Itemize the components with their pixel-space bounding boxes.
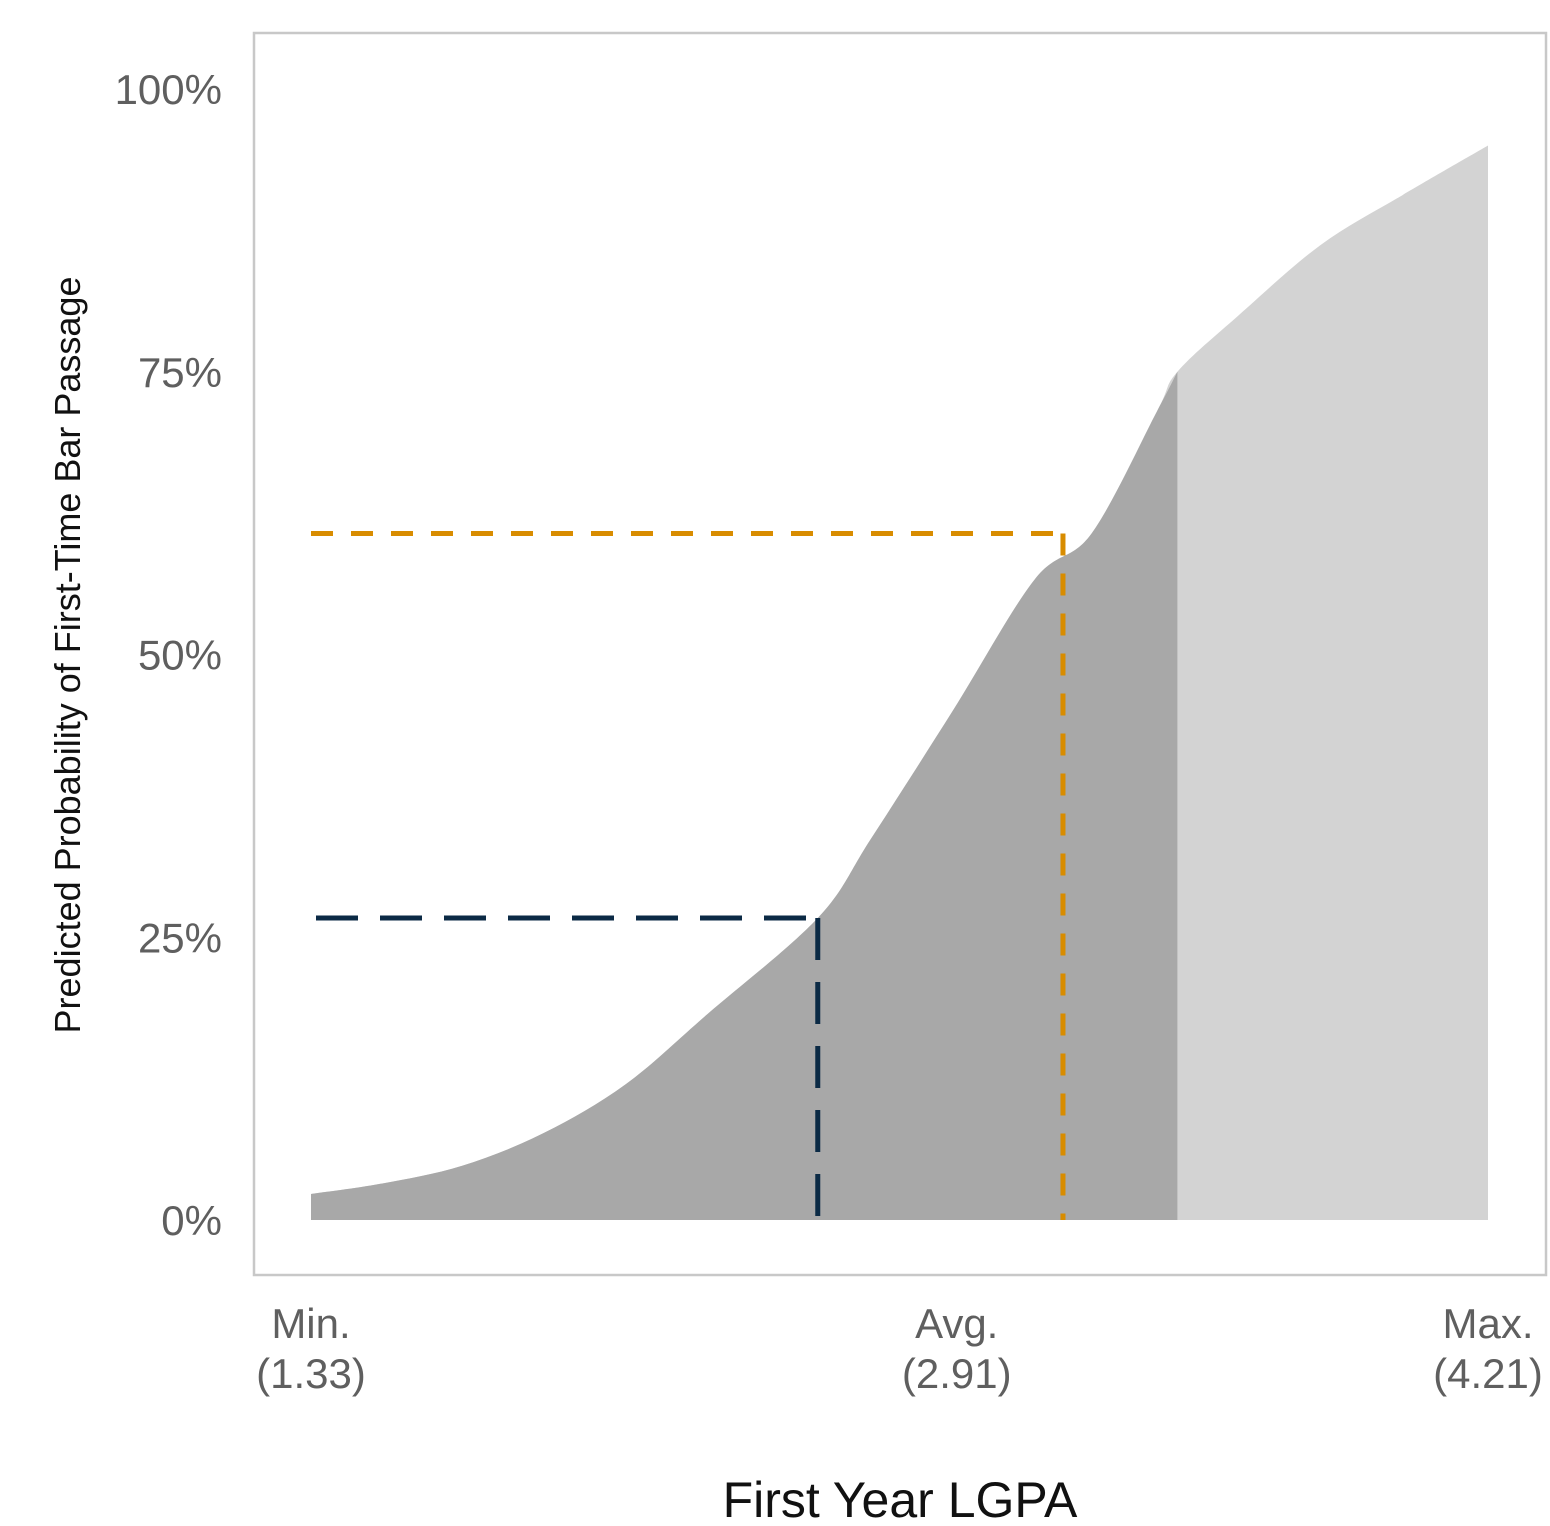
y-tick-label: 25% — [138, 914, 222, 961]
x-tick-label: Max. — [1442, 1300, 1533, 1347]
x-tick-label: Min. — [271, 1300, 350, 1347]
y-tick-label: 100% — [115, 66, 222, 113]
x-tick-value: (4.21) — [1433, 1350, 1543, 1397]
y-axis-label: Predicted Probability of First-Time Bar … — [47, 277, 88, 1034]
x-axis-ticks: Min.(1.33) Avg.(2.91) Max.(4.21) — [256, 1300, 1543, 1397]
x-tick-value: (1.33) — [256, 1350, 366, 1397]
y-axis-ticks: 0% 25% 50% 75% 100% — [115, 66, 222, 1244]
dark-area — [311, 371, 1178, 1220]
y-tick-label: 0% — [161, 1197, 222, 1244]
x-axis-label: First Year LGPA — [723, 1472, 1078, 1526]
y-tick-label: 75% — [138, 349, 222, 396]
light-area — [311, 145, 1488, 1220]
x-tick-value: (2.91) — [902, 1350, 1012, 1397]
x-tick-label: Avg. — [915, 1300, 998, 1347]
y-tick-label: 50% — [138, 632, 222, 679]
reference-lines — [311, 530, 1066, 1220]
